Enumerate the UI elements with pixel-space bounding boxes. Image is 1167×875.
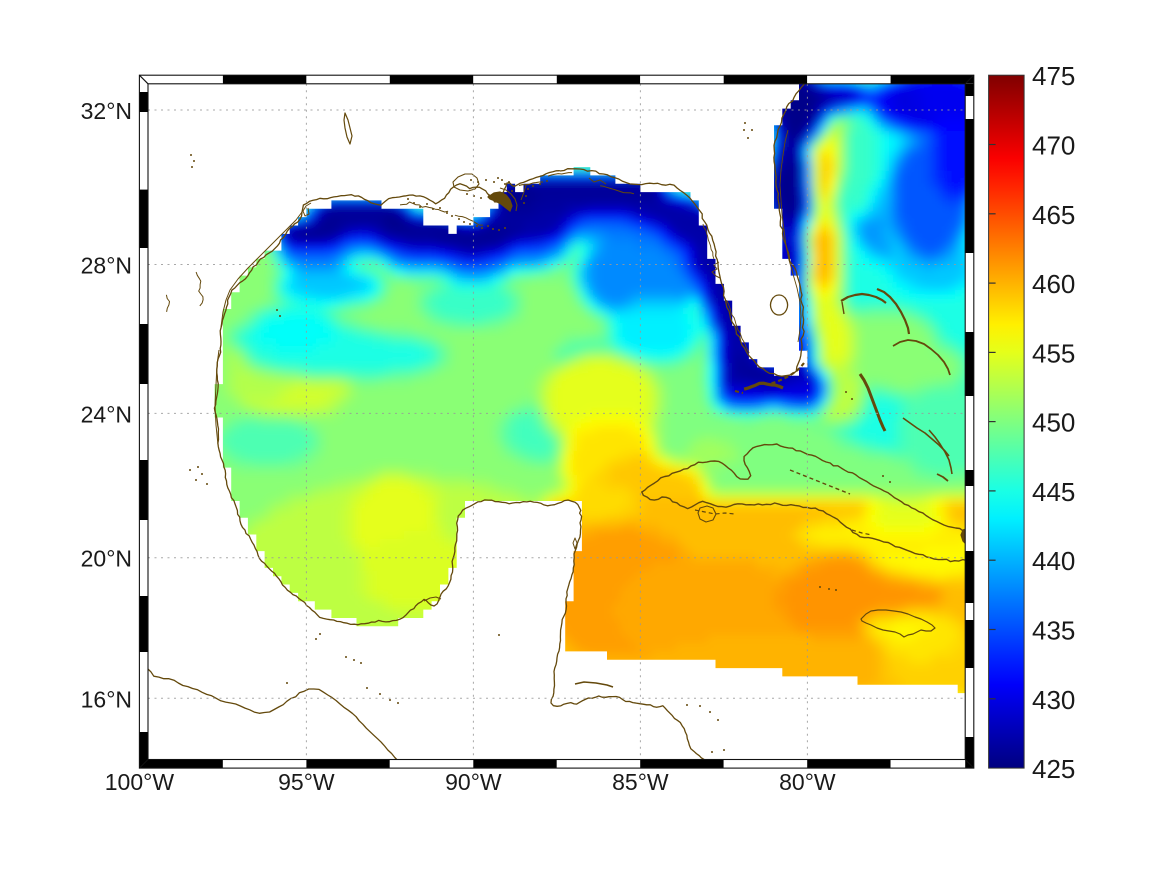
svg-text:445: 445	[1032, 477, 1075, 507]
svg-text:430: 430	[1032, 685, 1075, 715]
svg-text:470: 470	[1032, 131, 1075, 161]
svg-text:465: 465	[1032, 200, 1075, 230]
svg-text:16°N: 16°N	[81, 686, 132, 712]
svg-text:28°N: 28°N	[81, 253, 132, 279]
svg-text:85°W: 85°W	[612, 769, 669, 795]
svg-text:95°W: 95°W	[278, 769, 335, 795]
svg-text:440: 440	[1032, 546, 1075, 576]
svg-text:24°N: 24°N	[81, 401, 132, 427]
svg-text:20°N: 20°N	[81, 546, 132, 572]
svg-text:475: 475	[1032, 61, 1075, 91]
svg-text:455: 455	[1032, 338, 1075, 368]
svg-text:460: 460	[1032, 269, 1075, 299]
svg-text:100°W: 100°W	[105, 769, 175, 795]
svg-text:450: 450	[1032, 408, 1075, 438]
svg-text:90°W: 90°W	[445, 769, 502, 795]
svg-text:80°W: 80°W	[779, 769, 836, 795]
svg-text:32°N: 32°N	[81, 98, 132, 124]
svg-text:435: 435	[1032, 616, 1075, 646]
svg-text:425: 425	[1032, 754, 1075, 784]
